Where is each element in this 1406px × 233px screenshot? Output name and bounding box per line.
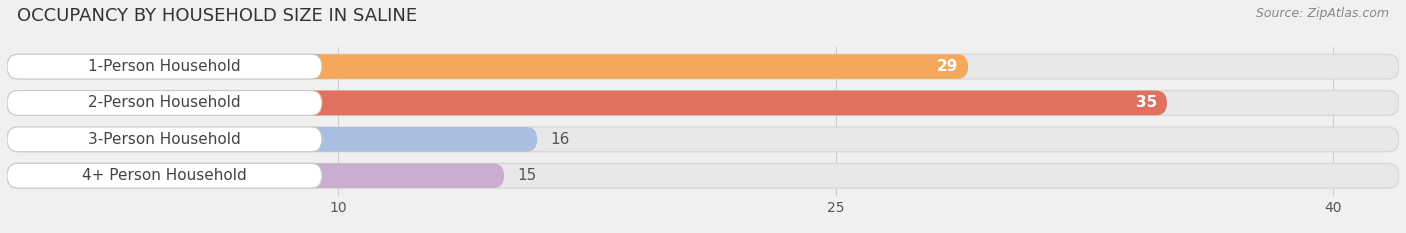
Text: OCCUPANCY BY HOUSEHOLD SIZE IN SALINE: OCCUPANCY BY HOUSEHOLD SIZE IN SALINE [17, 7, 418, 25]
Text: Source: ZipAtlas.com: Source: ZipAtlas.com [1256, 7, 1389, 20]
FancyBboxPatch shape [7, 163, 505, 188]
Text: 15: 15 [517, 168, 537, 183]
FancyBboxPatch shape [7, 127, 1399, 152]
Text: 1-Person Household: 1-Person Household [89, 59, 240, 74]
Text: 3-Person Household: 3-Person Household [89, 132, 240, 147]
Text: 35: 35 [1136, 96, 1157, 110]
FancyBboxPatch shape [7, 127, 322, 152]
FancyBboxPatch shape [7, 127, 537, 152]
FancyBboxPatch shape [7, 54, 1399, 79]
FancyBboxPatch shape [7, 91, 322, 115]
Text: 16: 16 [551, 132, 569, 147]
FancyBboxPatch shape [7, 54, 322, 79]
Text: 2-Person Household: 2-Person Household [89, 96, 240, 110]
FancyBboxPatch shape [7, 163, 322, 188]
FancyBboxPatch shape [7, 54, 969, 79]
FancyBboxPatch shape [7, 163, 1399, 188]
Text: 29: 29 [936, 59, 957, 74]
Text: 4+ Person Household: 4+ Person Household [82, 168, 247, 183]
FancyBboxPatch shape [7, 91, 1167, 115]
FancyBboxPatch shape [7, 91, 1399, 115]
